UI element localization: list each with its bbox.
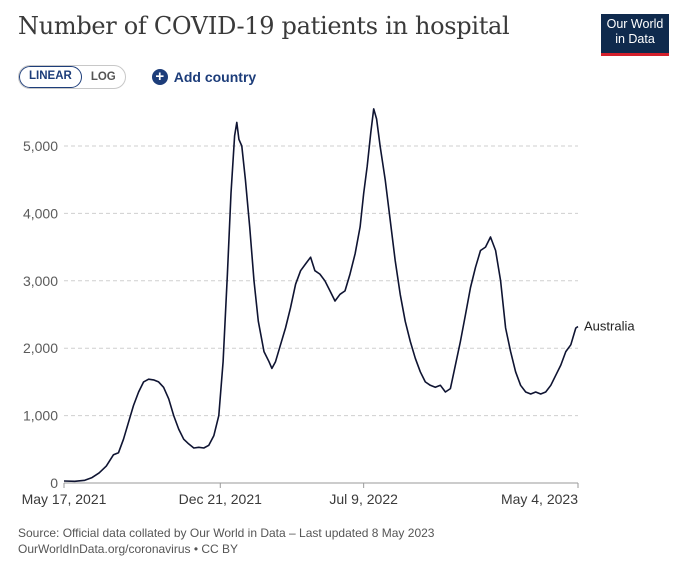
add-country-label: Add country (173, 68, 257, 85)
logo-red-bar (601, 53, 669, 56)
plus-circle-icon: + (151, 68, 168, 85)
y-tick-label: 1,000 (23, 408, 58, 424)
line-chart: 0 1,000 2,000 3,000 4,000 5,000 May 17, 2021 D… (22, 108, 635, 507)
source-url[interactable]: OurWorldInData.org/coronavirus • CC BY (18, 542, 239, 556)
chart-title: Number of COVID-19 patients in hospital (18, 12, 510, 40)
y-tick-label: 2,000 (23, 340, 58, 356)
y-tick-label: 0 (50, 475, 58, 491)
owid-logo[interactable]: Our World in Data (601, 14, 669, 56)
log-scale-button[interactable]: LOG (90, 70, 116, 83)
logo-line-2: in Data (615, 32, 655, 46)
x-tick-label: May 17, 2021 (22, 491, 107, 507)
gridlines (64, 145, 578, 484)
chart-controls: LINEAR LOG + Add country (18, 64, 257, 89)
scale-toggle: LINEAR LOG (18, 64, 126, 89)
x-tick-label: May 4, 2023 (501, 491, 578, 507)
linear-scale-button[interactable]: LINEAR (19, 65, 82, 88)
x-tick-label: Jul 9, 2022 (329, 491, 398, 507)
x-axis-ticks: May 17, 2021 Dec 21, 2021 Jul 9, 2022 May 4… (22, 483, 579, 507)
y-tick-label: 5,000 (23, 138, 58, 154)
y-axis-ticks: 0 1,000 2,000 3,000 4,000 5,000 (23, 138, 58, 491)
series-layer: Australia (63, 108, 635, 483)
x-tick-label: Dec 21, 2021 (179, 491, 262, 507)
series-label: Australia (584, 319, 635, 334)
chart-footer: Source: Official data collated by Our Wo… (18, 525, 434, 557)
y-tick-label: 4,000 (23, 205, 58, 221)
series-line-australia (63, 108, 579, 483)
add-country-button[interactable]: + Add country (151, 68, 257, 85)
source-note: Source: Official data collated by Our Wo… (18, 526, 435, 540)
y-tick-label: 3,000 (23, 273, 58, 289)
logo-line-1: Our World (606, 17, 664, 31)
